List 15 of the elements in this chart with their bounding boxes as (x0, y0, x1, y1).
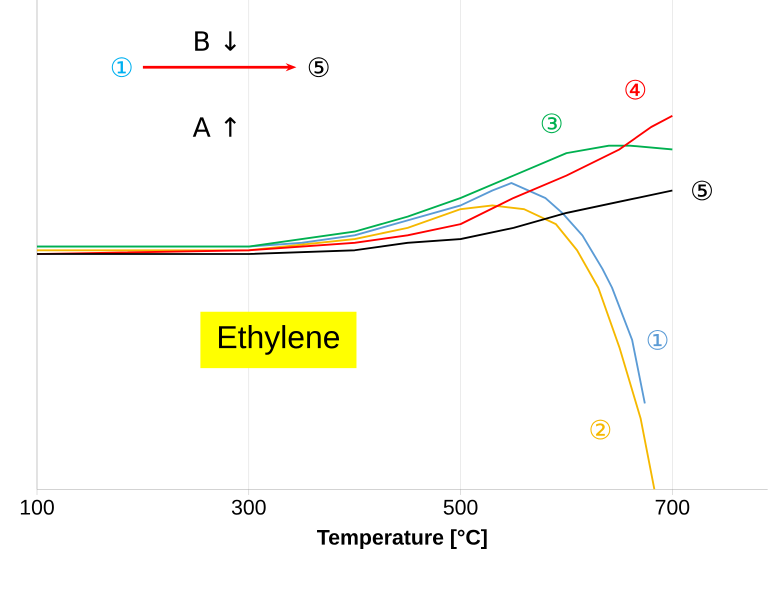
annotation: A ↑ (192, 117, 236, 137)
text: B ↓ (195, 31, 236, 51)
x-tick-label: 300 (232, 500, 266, 515)
series-label: ⑤ (692, 180, 712, 200)
series-label: ① (648, 330, 668, 350)
text: ⑤ (308, 57, 329, 78)
x-tick-label: 100 (20, 500, 54, 515)
series-label: ② (590, 420, 610, 440)
x-tick-label: 700 (656, 500, 690, 515)
text: ① (112, 57, 132, 78)
series-label: ④ (625, 80, 646, 100)
x-axis-title: Temperature [°C] (317, 529, 487, 550)
x-tick-label: 500 (444, 500, 478, 515)
annotation: Ethylene (219, 325, 340, 355)
series-label: ③ (542, 113, 562, 134)
